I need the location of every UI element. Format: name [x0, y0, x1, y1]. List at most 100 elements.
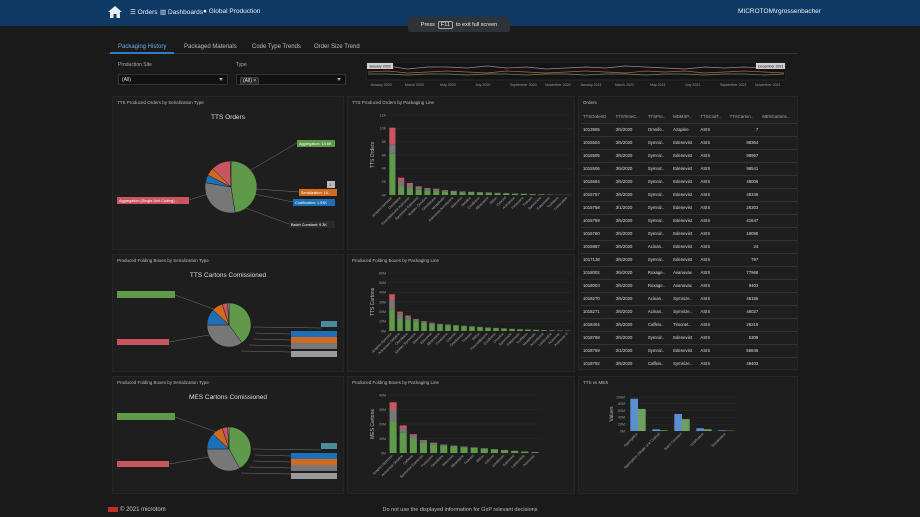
home-icon[interactable]	[108, 6, 122, 18]
bar	[476, 192, 484, 195]
x-tick-label: Aggregation (Single Unit Coding)	[623, 432, 661, 470]
y-tick-label: 0M	[381, 451, 386, 455]
table-cell: Caffeis..	[645, 357, 672, 369]
nav-orders[interactable]: ☰ Orders	[130, 9, 158, 16]
table-row[interactable]: 1017138 3/5/2020 Symniz.. Edenevist ASIS 797	[581, 253, 797, 267]
y-tick-label: 4K	[382, 167, 387, 171]
table-cell: Avanuvax	[671, 266, 699, 280]
table-row[interactable]: 1015759 3/5/2020 Symniz.. Edenevist ASIS 4164…	[581, 214, 797, 228]
bar	[460, 446, 468, 448]
bar	[453, 325, 459, 331]
table-row[interactable]: 1015758 3/1/2020 Symniz.. Edenevist ASIS 2630…	[581, 201, 797, 215]
table-cell	[760, 266, 797, 280]
pie-slice	[228, 426, 252, 469]
pie-slice	[204, 182, 236, 214]
bar	[682, 419, 690, 431]
table-row[interactable]: 1018002 3/5/2020 Roxage.. Avanuvax ASIS 77968	[581, 266, 797, 280]
tab-divider	[108, 53, 798, 54]
table-row[interactable]: 1018404 3/5/2020 Caffeis.. Timonet.. ASIS 262…	[581, 318, 797, 332]
table-row[interactable]: 1018769 3/1/2020 Symniz.. Edenevist ASIS 5684…	[581, 344, 797, 358]
slice-label: 1	[329, 183, 331, 187]
label-box	[117, 339, 169, 345]
timeline-slider[interactable]: January 2020 December 2021 January 2020 Mar…	[366, 62, 786, 89]
table-row[interactable]: 1018271 3/5/2020 Acinan.. Symnize.. ASIS 4602…	[581, 305, 797, 319]
table-cell: 3/5/2020	[613, 214, 646, 228]
table-row[interactable]: 1015694 3/5/2020 Symniz.. Edenevist ASIS 4900…	[581, 175, 797, 189]
table-row[interactable]: 1015887 3/5/2020 Acinan.. Edenevist ASIS 24	[581, 240, 797, 254]
leader-line	[248, 466, 292, 469]
table-cell: 3/5/2020	[613, 136, 646, 150]
table-row[interactable]: 1018270 3/5/2020 Acinan.. Symnize.. ASIS 4615…	[581, 292, 797, 306]
bar	[477, 327, 483, 331]
bar	[718, 430, 726, 431]
table-cell: 3/5/2020	[613, 279, 646, 293]
table-cell	[760, 149, 797, 163]
nav-global-production[interactable]: ● Global Production	[203, 8, 261, 15]
column-header[interactable]: TTSCodT..	[698, 110, 728, 124]
bar	[470, 447, 478, 448]
bar	[638, 408, 646, 431]
table-cell: 46155	[727, 292, 761, 306]
tab-packaged-materials[interactable]: Packaged Materials	[184, 44, 237, 50]
table-cell: Symnize..	[671, 305, 699, 319]
y-tick-label: 10M	[379, 437, 386, 441]
y-axis-label: TTS Cartons	[370, 287, 376, 316]
y-tick-label: 10M	[379, 320, 386, 324]
table-cell: Edenevist	[671, 201, 699, 215]
label-box	[321, 321, 337, 327]
table-cell: ASIS	[698, 188, 728, 202]
column-header[interactable]: TTSOrderID	[581, 110, 614, 124]
tab-order-size-trend[interactable]: Order Size Trend	[314, 44, 360, 50]
leader-line	[168, 456, 210, 465]
pie-chart-tts-cartons	[117, 291, 337, 357]
table-cell: 1015760	[581, 227, 614, 241]
bar	[398, 177, 405, 182]
y-tick-label: 0K	[382, 193, 387, 197]
column-header[interactable]: TTSCarton..	[727, 110, 761, 124]
bar	[419, 440, 428, 443]
table-row[interactable]: 1015505 3/5/2020 Symniz.. Edenevist ASIS 9896…	[581, 149, 797, 163]
table-cell	[760, 188, 797, 202]
production-site-select[interactable]: (All)	[118, 74, 228, 85]
tab-packaging-history[interactable]: Packaging History	[118, 44, 167, 50]
table-row[interactable]: 1013965 3/5/2020 Omnife.. Azapine ASIS 7	[581, 123, 797, 137]
bar	[399, 428, 407, 433]
bar	[450, 445, 458, 447]
bar	[531, 452, 539, 453]
pie-slice	[228, 302, 252, 344]
bar	[415, 187, 422, 190]
column-header[interactable]: MESCartons..	[760, 110, 797, 124]
nav-dashboards[interactable]: ▥ Dashboards	[160, 9, 204, 16]
bar	[450, 191, 457, 192]
column-header[interactable]: TTSTimeC..	[613, 110, 646, 124]
table-cell: 1015759	[581, 214, 614, 228]
table-row[interactable]: 1015760 3/5/2020 Symniz.. Edenevist ASIS 1809…	[581, 227, 797, 241]
column-header[interactable]: TTSPro..	[645, 110, 672, 124]
table-cell	[760, 253, 797, 267]
pie-chart-tts-orders: Aggregation: 14.6K Serialization: 15.. Cod…	[117, 140, 337, 228]
table-row[interactable]: 1015506 3/5/2020 Symniz.. Edenevist ASIS 9854…	[581, 162, 797, 176]
table-row[interactable]: 1018792 3/5/2020 Caffeis.. Symnize.. ASIS 494…	[581, 357, 797, 369]
table-cell: 3/5/2020	[613, 253, 646, 267]
table-cell: 3/5/2020	[613, 305, 646, 319]
slice-label: Serialization: 15..	[301, 191, 330, 195]
bar	[521, 451, 529, 453]
table-row[interactable]: 1015757 3/5/2020 Symniz.. Edenevist ASIS 4934…	[581, 188, 797, 202]
table-row[interactable]: 1018768 3/5/2020 Symniz.. Edenevist ASIS 5309	[581, 331, 797, 345]
type-value-pill[interactable]: (All) ×	[240, 77, 260, 85]
table-row[interactable]: 1018003 3/5/2020 Roxage.. Avanuvax ASIS 9403	[581, 279, 797, 293]
table-cell: 3/5/2020	[613, 357, 646, 369]
type-select[interactable]: (All) ×	[236, 74, 346, 85]
bar	[538, 194, 545, 195]
timeline-tick-label: July 2020	[475, 83, 490, 87]
bar	[405, 316, 411, 320]
user-name[interactable]: MICROTOM\rgrossenbacher	[738, 8, 821, 15]
bar	[517, 329, 523, 331]
tab-code-type-trends[interactable]: Code Type Trends	[252, 44, 301, 50]
leader-line	[254, 332, 292, 335]
table-row[interactable]: 1015504 3/5/2020 Symniz.. Edenevist ASIS 9836…	[581, 136, 797, 150]
bar	[704, 429, 712, 431]
column-header[interactable]: MDMSP..	[671, 110, 699, 124]
bar	[413, 321, 419, 331]
leader-line	[240, 472, 292, 475]
